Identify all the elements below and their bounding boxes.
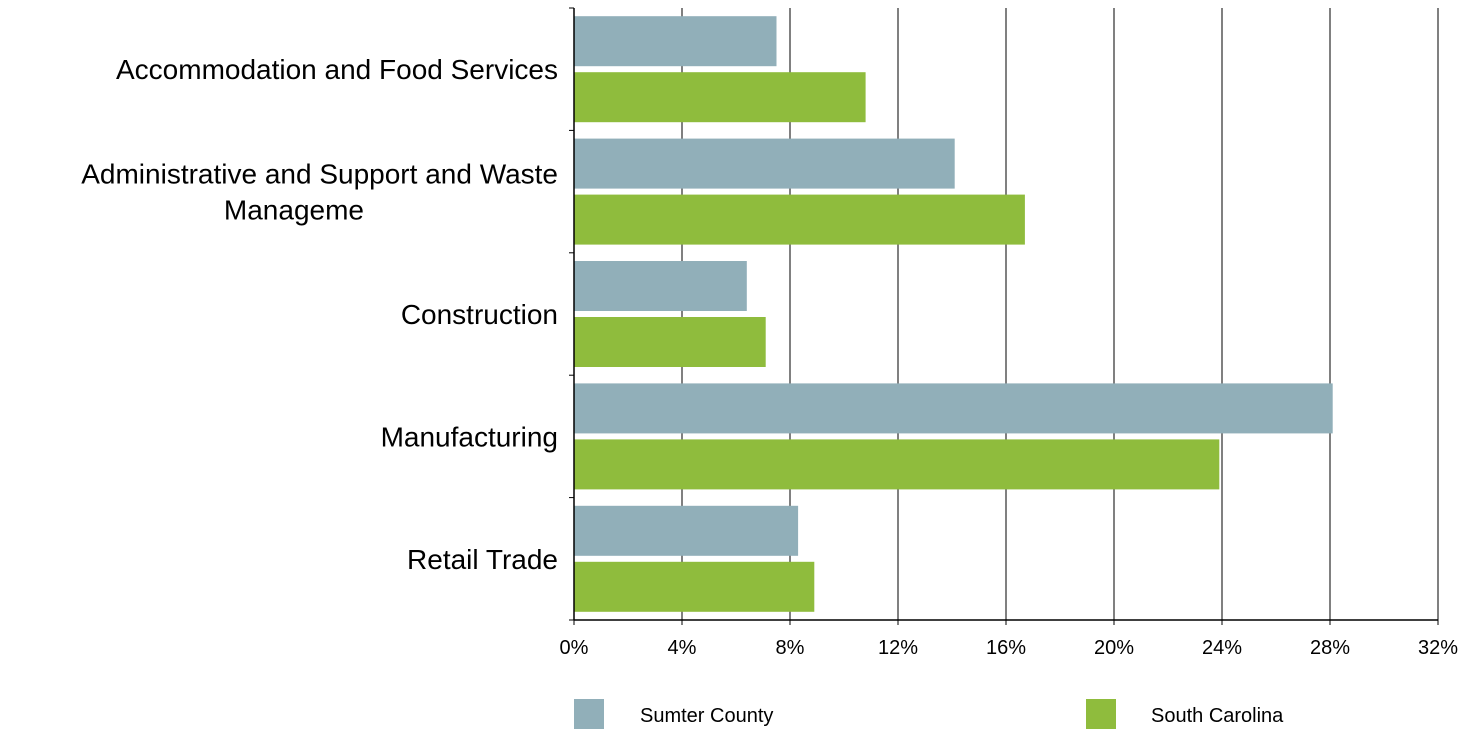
bar-sumter-county: [574, 261, 747, 311]
bar-sumter-county: [574, 138, 955, 189]
x-tick-label: 0%: [560, 637, 589, 659]
legend-swatch: [574, 699, 604, 729]
category-label-line: Manageme: [224, 195, 364, 226]
x-tick-label: 24%: [1202, 637, 1242, 659]
category-label: Administrative and Support and Waste Mana…: [81, 159, 558, 226]
bars: [574, 16, 1333, 612]
axes: [569, 7, 1439, 625]
x-tick-label: 28%: [1310, 637, 1350, 659]
category-label: Retail Trade: [407, 544, 558, 575]
category-labels: Accommodation and Food Services Administr…: [81, 54, 558, 575]
x-tick-label: 32%: [1418, 637, 1458, 659]
category-label: Accommodation and Food Services: [116, 54, 558, 85]
x-tick-label: 8%: [776, 637, 805, 659]
bar-sumter-county: [574, 16, 777, 67]
x-tick-label: 12%: [878, 637, 918, 659]
bar-sumter-county: [574, 505, 799, 556]
legend: Sumter County South Carolina: [574, 699, 1284, 729]
category-label-line: Manufacturing: [381, 421, 558, 452]
bar-sumter-county: [574, 383, 1333, 434]
x-tick-label: 20%: [1094, 637, 1134, 659]
category-label-line: Administrative and Support and Waste: [81, 159, 558, 190]
bar-south-carolina: [574, 561, 815, 612]
x-tick-label: 4%: [668, 637, 697, 659]
legend-label: South Carolina: [1151, 705, 1284, 727]
bar-south-carolina: [574, 317, 766, 367]
x-tick-labels: 0% 4% 8% 12% 16% 20% 24% 28% 32%: [560, 637, 1459, 659]
x-tick-label: 16%: [986, 637, 1026, 659]
category-label: Manufacturing: [381, 421, 558, 452]
category-label-line: Construction: [401, 299, 558, 330]
bar-south-carolina: [574, 439, 1220, 490]
legend-label: Sumter County: [640, 705, 773, 727]
legend-swatch: [1086, 699, 1116, 729]
category-label: Construction: [401, 299, 558, 330]
bar-south-carolina: [574, 72, 866, 123]
category-label-line: Accommodation and Food Services: [116, 54, 558, 85]
category-label-line: Retail Trade: [407, 544, 558, 575]
bar-south-carolina: [574, 194, 1025, 245]
